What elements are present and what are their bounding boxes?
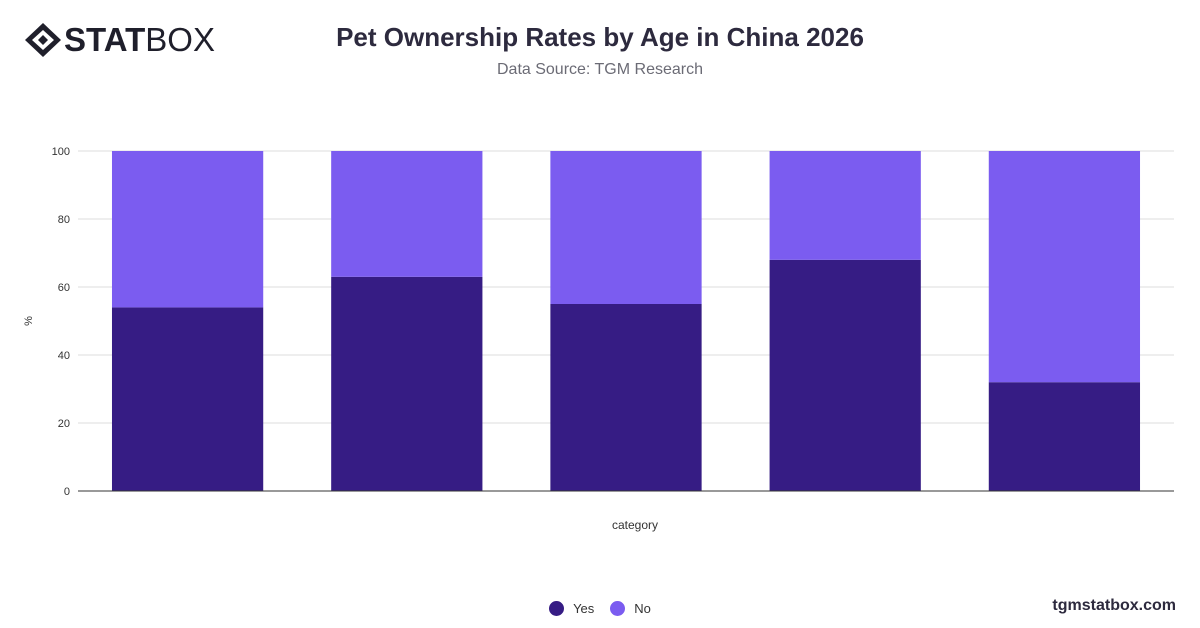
bar-yes-5 [988, 382, 1141, 491]
watermark: tgmstatbox.com [1052, 597, 1176, 614]
legend-swatch-no [610, 601, 626, 616]
y-tick-label: 40 [58, 350, 70, 362]
legend-swatch-yes [549, 601, 565, 616]
y-axis-label: % [23, 316, 35, 326]
chart-legend: Yes No [0, 601, 1200, 616]
y-tick-label: 80 [58, 214, 70, 226]
y-tick-label: 100 [52, 146, 70, 158]
legend-label-yes: Yes [573, 601, 595, 616]
diamond-logo-icon [25, 23, 61, 57]
x-axis-label: category [612, 518, 658, 532]
bar-no-2 [331, 151, 483, 277]
bar-yes-2 [331, 276, 483, 491]
statbox-logo: STATBOX [24, 22, 215, 58]
legend-item-no[interactable]: No [610, 601, 651, 616]
bar-yes-3 [550, 304, 702, 491]
chart-subtitle: Data Source: TGM Research [496, 61, 703, 78]
logo-wordmark: STATBOX [64, 22, 215, 58]
bar-no-4 [769, 151, 921, 260]
legend-label-no: No [634, 601, 651, 616]
y-tick-label: 0 [64, 486, 70, 498]
y-tick-label: 20 [58, 418, 70, 430]
logo-text-light: BOX [145, 21, 215, 58]
chart-title: Pet Ownership Rates by Age in China 2026 [336, 22, 864, 52]
bar-yes-1 [111, 307, 264, 491]
logo-text-bold: STAT [64, 21, 146, 58]
bar-no-1 [111, 151, 264, 308]
bar-no-3 [550, 151, 702, 304]
bar-no-5 [988, 151, 1141, 383]
bar-yes-4 [769, 259, 921, 491]
y-tick-label: 60 [58, 282, 70, 294]
legend-item-yes[interactable]: Yes [549, 601, 594, 616]
